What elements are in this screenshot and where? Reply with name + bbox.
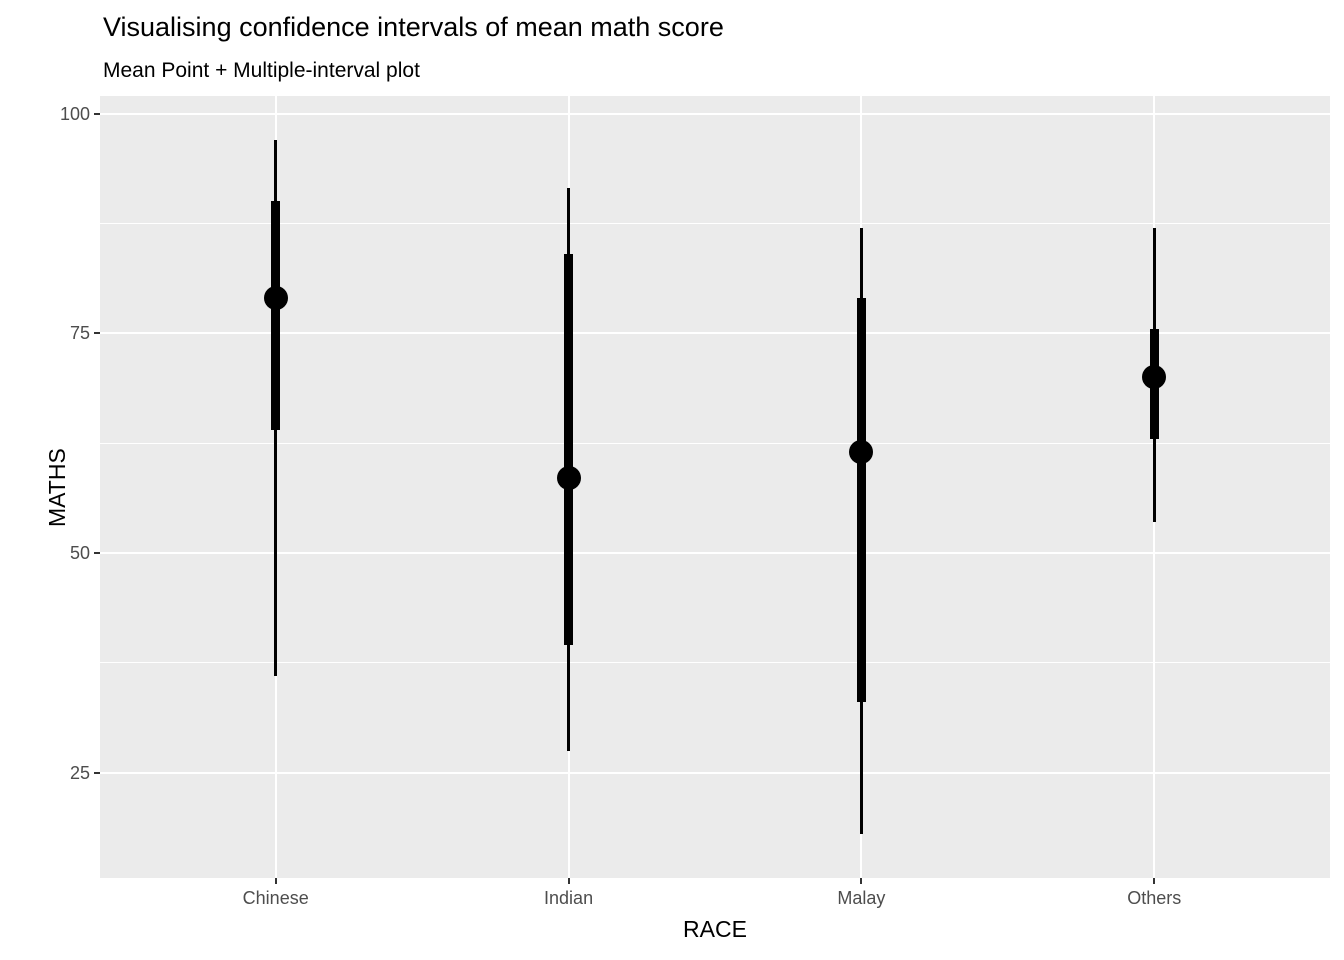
y-tick-label-75: 75: [69, 323, 90, 344]
gridline-major-75: [100, 332, 1330, 335]
gridline-minor-37.5: [100, 662, 1330, 664]
x-tick-label-chinese: Chinese: [242, 888, 309, 908]
x-tick-label-others: Others: [1127, 888, 1182, 908]
mean-dot-malay: [849, 439, 874, 464]
x-tick-label-indian: Indian: [544, 888, 594, 908]
y-tick-label-25: 25: [69, 762, 90, 783]
gridline-minor-62.5: [100, 442, 1330, 444]
chart-title: Visualising confidence intervals of mean…: [103, 12, 724, 42]
gridline-minor-87.5: [100, 222, 1330, 224]
gridline-major-100: [100, 112, 1330, 115]
mean-dot-others: [1142, 365, 1167, 390]
thick-interval-chinese: [271, 201, 281, 430]
x-tick-mark-malay: [860, 878, 863, 884]
x-tick-mark-others: [1153, 878, 1156, 884]
y-tick-label-100: 100: [59, 103, 90, 124]
y-tick-label-50: 50: [69, 542, 90, 563]
x-tick-mark-indian: [567, 878, 570, 884]
y-tick-mark-50: [94, 551, 100, 554]
y-tick-mark-25: [94, 771, 100, 774]
chart-subtitle: Mean Point + Multiple-interval plot: [103, 59, 420, 82]
mean-dot-chinese: [263, 286, 288, 311]
x-tick-label-malay: Malay: [837, 888, 886, 908]
y-tick-mark-100: [94, 112, 100, 115]
gridline-major-25: [100, 771, 1330, 774]
mean-dot-indian: [556, 466, 581, 491]
x-axis-title: RACE: [683, 916, 747, 942]
y-axis-title: MATHS: [44, 448, 70, 527]
x-tick-mark-chinese: [274, 878, 277, 884]
thick-interval-indian: [564, 254, 574, 646]
thick-interval-malay: [856, 298, 866, 703]
gridline-major-50: [100, 551, 1330, 554]
plot-panel: [100, 96, 1330, 878]
y-tick-mark-75: [94, 332, 100, 335]
